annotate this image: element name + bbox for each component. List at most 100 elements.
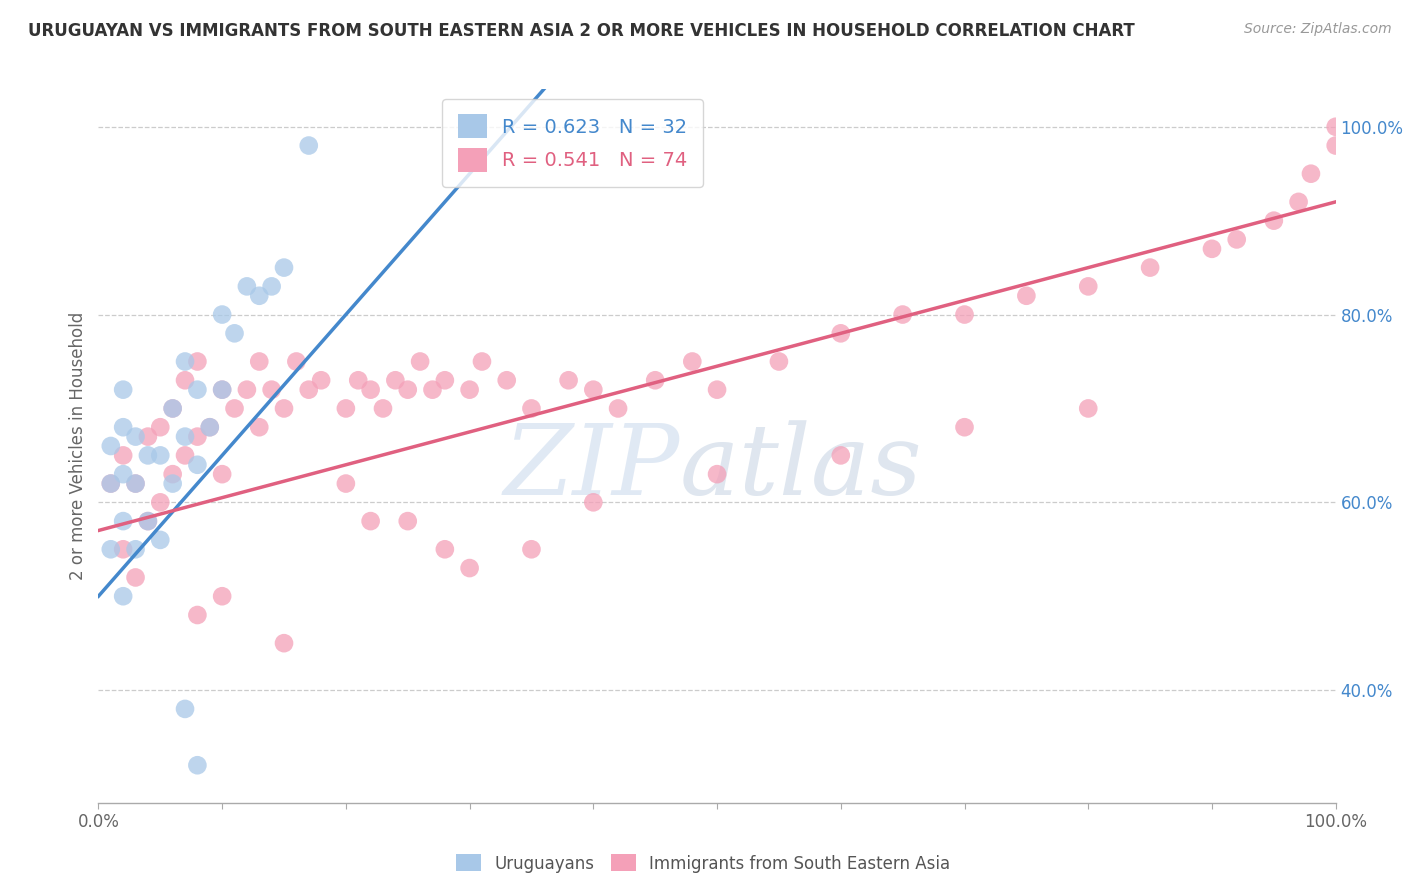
- Point: [174, 449, 197, 463]
- Point: [285, 354, 308, 368]
- Point: [236, 279, 259, 293]
- Point: [149, 420, 172, 434]
- Point: [186, 429, 208, 443]
- Point: [471, 354, 494, 368]
- Point: [100, 476, 122, 491]
- Point: [706, 383, 728, 397]
- Point: [124, 570, 146, 584]
- Point: [136, 514, 159, 528]
- Point: [174, 354, 197, 368]
- Text: atlas: atlas: [681, 420, 922, 515]
- Point: [198, 420, 221, 434]
- Point: [396, 383, 419, 397]
- Point: [1201, 242, 1223, 256]
- Point: [768, 354, 790, 368]
- Point: [458, 561, 481, 575]
- Point: [112, 514, 135, 528]
- Point: [100, 439, 122, 453]
- Point: [1324, 138, 1347, 153]
- Point: [211, 383, 233, 397]
- Point: [162, 476, 184, 491]
- Point: [260, 383, 283, 397]
- Point: [433, 373, 456, 387]
- Point: [953, 420, 976, 434]
- Y-axis label: 2 or more Vehicles in Household: 2 or more Vehicles in Household: [69, 312, 87, 580]
- Point: [136, 514, 159, 528]
- Point: [100, 542, 122, 557]
- Point: [174, 373, 197, 387]
- Point: [236, 383, 259, 397]
- Point: [422, 383, 444, 397]
- Point: [335, 401, 357, 416]
- Point: [124, 429, 146, 443]
- Point: [247, 354, 270, 368]
- Point: [706, 467, 728, 482]
- Point: [433, 542, 456, 557]
- Point: [186, 458, 208, 472]
- Point: [607, 401, 630, 416]
- Point: [360, 514, 382, 528]
- Point: [953, 308, 976, 322]
- Point: [211, 467, 233, 482]
- Point: [112, 420, 135, 434]
- Point: [162, 467, 184, 482]
- Text: Source: ZipAtlas.com: Source: ZipAtlas.com: [1244, 22, 1392, 37]
- Point: [186, 354, 208, 368]
- Point: [495, 373, 517, 387]
- Point: [162, 401, 184, 416]
- Point: [247, 289, 270, 303]
- Point: [396, 514, 419, 528]
- Point: [1077, 401, 1099, 416]
- Point: [124, 542, 146, 557]
- Point: [174, 702, 197, 716]
- Point: [112, 542, 135, 557]
- Point: [100, 476, 122, 491]
- Point: [247, 420, 270, 434]
- Point: [211, 589, 233, 603]
- Point: [174, 429, 197, 443]
- Point: [681, 354, 703, 368]
- Point: [211, 308, 233, 322]
- Point: [198, 420, 221, 434]
- Point: [409, 354, 432, 368]
- Point: [112, 383, 135, 397]
- Point: [224, 326, 246, 341]
- Point: [124, 476, 146, 491]
- Point: [149, 495, 172, 509]
- Point: [298, 383, 321, 397]
- Point: [384, 373, 406, 387]
- Point: [1226, 232, 1249, 246]
- Point: [224, 401, 246, 416]
- Point: [273, 401, 295, 416]
- Point: [830, 449, 852, 463]
- Point: [360, 383, 382, 397]
- Point: [112, 449, 135, 463]
- Point: [644, 373, 666, 387]
- Point: [520, 401, 543, 416]
- Point: [273, 260, 295, 275]
- Point: [347, 373, 370, 387]
- Point: [1139, 260, 1161, 275]
- Point: [112, 467, 135, 482]
- Point: [186, 383, 208, 397]
- Point: [136, 429, 159, 443]
- Point: [891, 308, 914, 322]
- Point: [211, 383, 233, 397]
- Point: [1324, 120, 1347, 134]
- Point: [273, 636, 295, 650]
- Point: [1263, 213, 1285, 227]
- Point: [1299, 167, 1322, 181]
- Text: ZIP: ZIP: [503, 420, 681, 515]
- Point: [112, 589, 135, 603]
- Point: [557, 373, 579, 387]
- Point: [335, 476, 357, 491]
- Point: [124, 476, 146, 491]
- Point: [186, 758, 208, 772]
- Legend: Uruguayans, Immigrants from South Eastern Asia: Uruguayans, Immigrants from South Easter…: [449, 847, 957, 880]
- Point: [582, 495, 605, 509]
- Point: [309, 373, 332, 387]
- Point: [149, 533, 172, 547]
- Point: [149, 449, 172, 463]
- Text: URUGUAYAN VS IMMIGRANTS FROM SOUTH EASTERN ASIA 2 OR MORE VEHICLES IN HOUSEHOLD : URUGUAYAN VS IMMIGRANTS FROM SOUTH EASTE…: [28, 22, 1135, 40]
- Point: [136, 449, 159, 463]
